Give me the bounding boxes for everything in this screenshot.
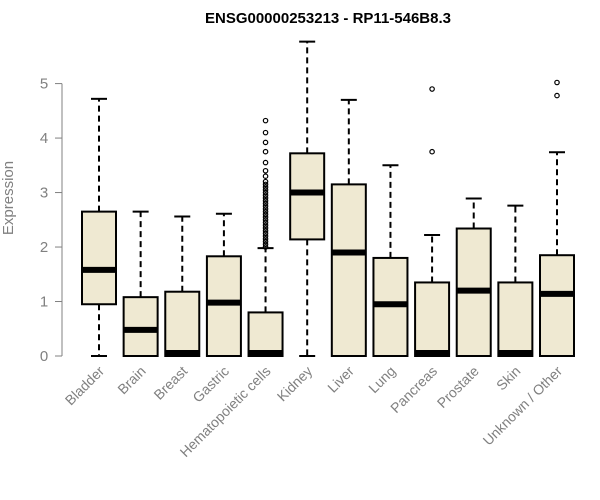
box-body: [497, 281, 534, 357]
outlier-point: [262, 236, 269, 242]
outlier-point: [262, 214, 269, 220]
outlier-point: [262, 129, 269, 136]
outlier-point: [429, 86, 435, 92]
outlier-point: [262, 197, 269, 204]
box-skin: [497, 204, 534, 357]
y-axis: 0 1 2 3 4 5: [40, 76, 63, 365]
outlier-point: [262, 211, 269, 218]
outlier-point: [262, 241, 269, 248]
box-unknown-other: [539, 79, 575, 357]
outlier-point: [262, 181, 269, 188]
box-gastric: [205, 212, 242, 357]
box-liver: [330, 98, 367, 357]
outlier-point: [262, 233, 269, 239]
x-tick-label: Kidney: [274, 363, 316, 405]
outlier-point: [554, 79, 560, 86]
x-tick-label: Breast: [150, 363, 190, 403]
chart-title: ENSG00000253213 - RP11-546B8.3: [205, 10, 451, 27]
outlier-point: [262, 219, 269, 226]
x-tick-label: Prostate: [434, 363, 482, 411]
x-tick-label: Unknown / Other: [480, 363, 566, 449]
outlier-point: [262, 227, 269, 234]
y-tick-label: 3: [40, 185, 48, 202]
outlier-point: [262, 189, 269, 196]
x-tick-label: Liver: [324, 363, 357, 396]
box-body: [81, 210, 117, 306]
outlier-point: [429, 148, 435, 155]
box-lung: [372, 164, 409, 357]
outlier-point: [262, 148, 269, 155]
y-axis-label: Expression: [0, 161, 17, 235]
box-hematopoietic-cells: [247, 117, 284, 357]
outlier-point: [262, 184, 269, 190]
box-kidney: [289, 40, 326, 357]
box-bladder: [81, 97, 117, 357]
outlier-point: [262, 167, 269, 174]
y-tick-label: 4: [40, 130, 48, 147]
box-body: [539, 254, 575, 357]
x-tick-label: Bladder: [62, 363, 108, 409]
outlier-point: [262, 195, 269, 201]
outlier-point: [262, 216, 269, 223]
outlier-point: [262, 139, 269, 146]
y-tick-label: 2: [40, 239, 48, 256]
y-tick-label: 1: [40, 294, 48, 311]
x-tick-label: Brain: [114, 363, 148, 397]
box-prostate: [455, 197, 492, 357]
box-body: [122, 296, 159, 358]
outlier-point: [262, 222, 269, 229]
box-body: [205, 255, 242, 357]
outlier-point: [262, 208, 269, 215]
box-brain: [122, 210, 159, 358]
outlier-point: [262, 200, 269, 207]
box-pancreas: [414, 86, 451, 357]
outlier-point: [262, 159, 269, 166]
y-tick-label: 0: [40, 348, 48, 365]
outlier-point: [262, 178, 269, 185]
box-breast: [164, 215, 201, 358]
outlier-point: [262, 230, 269, 237]
box-body: [247, 311, 284, 357]
box-series: [81, 40, 575, 358]
outlier-point: [262, 206, 269, 212]
box-body: [289, 152, 326, 241]
outlier-point: [262, 117, 269, 124]
x-tick-label: Skin: [493, 363, 524, 394]
box-body: [164, 290, 201, 358]
box-body: [330, 183, 367, 357]
outlier-point: [262, 244, 269, 250]
x-tick-label: Lung: [365, 363, 398, 396]
outlier-point: [262, 187, 269, 193]
outlier-point: [262, 192, 269, 199]
outlier-point: [554, 92, 560, 99]
outlier-point: [262, 238, 269, 245]
box-body: [414, 281, 451, 357]
outlier-point: [262, 173, 269, 180]
outlier-point: [262, 225, 269, 231]
y-tick-label: 5: [40, 76, 48, 93]
outlier-point: [262, 203, 269, 209]
